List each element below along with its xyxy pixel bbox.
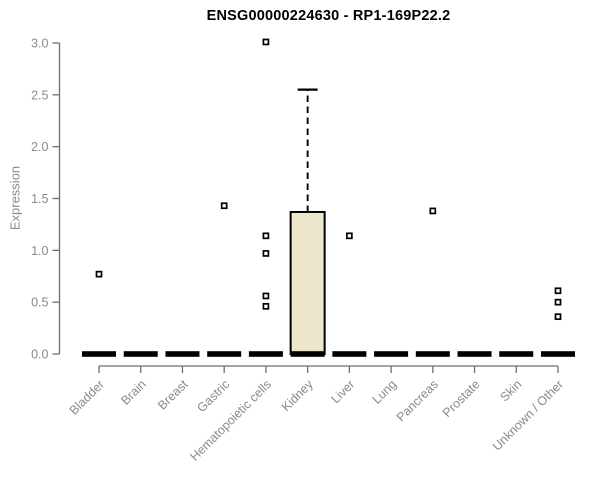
boxplot-group-hematopoietic-cells: [248, 38, 283, 357]
boxplot-group-lung: [374, 351, 409, 357]
outlier-point: [262, 250, 270, 257]
boxplot-group-unknown-other: [540, 287, 575, 357]
median-bar: [499, 351, 534, 357]
x-tick-label: Lung: [370, 377, 400, 407]
median-bar: [457, 351, 492, 357]
median-bar: [82, 351, 116, 357]
outlier-point: [554, 313, 562, 321]
outlier-point: [262, 292, 270, 300]
boxplot-group-breast: [165, 351, 200, 357]
outlier-point: [220, 202, 228, 210]
x-tick-label: Kidney: [279, 377, 316, 414]
y-tick-label: 1.0: [31, 244, 48, 258]
outlier-point: [346, 232, 353, 240]
median-bar: [415, 351, 450, 357]
y-tick-label: 1.5: [31, 192, 48, 206]
median-bar: [290, 351, 325, 357]
y-tick-label: 2.0: [31, 140, 48, 154]
boxplot-group-pancreas: [415, 207, 450, 357]
median-bar: [207, 351, 242, 357]
y-tick-label: 3.0: [31, 36, 48, 50]
boxplot-group-skin: [499, 351, 534, 357]
median-bar: [248, 351, 283, 357]
boxplot-group-brain: [123, 351, 158, 357]
outlier-point: [95, 270, 103, 278]
boxplot-group-bladder: [82, 270, 116, 357]
median-bar: [374, 351, 409, 357]
outlier-point: [262, 38, 270, 46]
x-tick-label: Brain: [118, 377, 149, 408]
median-bar: [123, 351, 158, 357]
median-bar: [332, 351, 367, 357]
outlier-point: [262, 302, 270, 310]
boxplot-group-prostate: [457, 351, 492, 357]
chart-title: ENSG00000224630 - RP1-169P22.2: [206, 8, 451, 24]
y-tick-label: 0.0: [31, 348, 48, 362]
median-bar: [540, 351, 575, 357]
x-tick-label: Breast: [155, 377, 191, 413]
x-tick-label: Liver: [328, 377, 357, 406]
box-rect: [289, 210, 326, 355]
x-tick-label: Hematopoietic cells: [187, 377, 274, 464]
x-tick-label: Skin: [497, 377, 524, 404]
boxplot-group-kidney: [289, 88, 326, 357]
boxplot-group-gastric: [207, 202, 242, 357]
x-tick-label: Unknown / Other: [490, 377, 566, 453]
outlier-point: [554, 298, 562, 306]
x-tick-label: Pancreas: [394, 377, 441, 424]
boxplot-group-liver: [332, 232, 367, 357]
x-tick-label: Bladder: [67, 377, 107, 417]
x-tick-label: Prostate: [440, 377, 483, 420]
x-tick-label: Gastric: [194, 377, 232, 415]
outlier-point: [262, 232, 270, 240]
outlier-point: [429, 207, 437, 215]
y-tick-label: 0.5: [31, 296, 48, 310]
median-bar: [165, 351, 200, 357]
outlier-point: [554, 287, 562, 295]
y-tick-label: 2.5: [31, 88, 48, 102]
y-axis: 0.0 0.5 1.0 1.5 2.0 2.5 3.0: [31, 36, 61, 362]
